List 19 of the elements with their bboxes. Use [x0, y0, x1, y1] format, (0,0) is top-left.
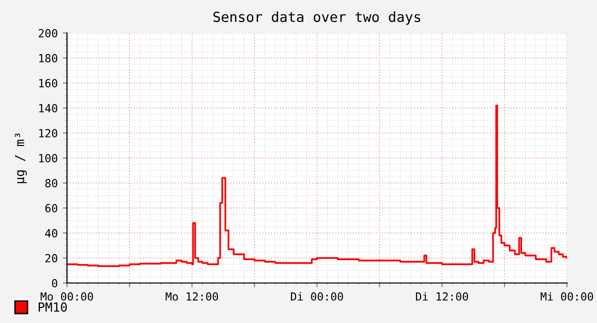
y-tick-label: 180: [39, 54, 58, 62]
y-tick-label: 20: [45, 254, 58, 262]
x-tick-label: Mi 00:00: [540, 292, 594, 301]
x-tick-label: Mo 00:00: [40, 292, 94, 301]
y-tick-label: 140: [39, 104, 58, 112]
y-tick-label: 120: [39, 129, 58, 138]
x-tick-label: Di 00:00: [290, 292, 344, 301]
x-tick-label: Di 12:00: [416, 292, 468, 301]
y-tick-label: 40: [45, 229, 58, 238]
y-tick-label: 0: [52, 279, 58, 288]
y-tick-label: 80: [45, 179, 58, 188]
y-axis-title: µg / m³: [14, 134, 27, 184]
y-tick-label: 160: [39, 79, 58, 88]
chart-title: Sensor data over two days: [213, 11, 420, 25]
y-tick-label: 200: [38, 29, 58, 38]
y-tick-label: 100: [39, 154, 58, 162]
legend-label: PM10: [38, 302, 67, 312]
y-tick-label: 60: [45, 204, 58, 212]
x-tick-label: Mo 12:00: [166, 292, 218, 301]
